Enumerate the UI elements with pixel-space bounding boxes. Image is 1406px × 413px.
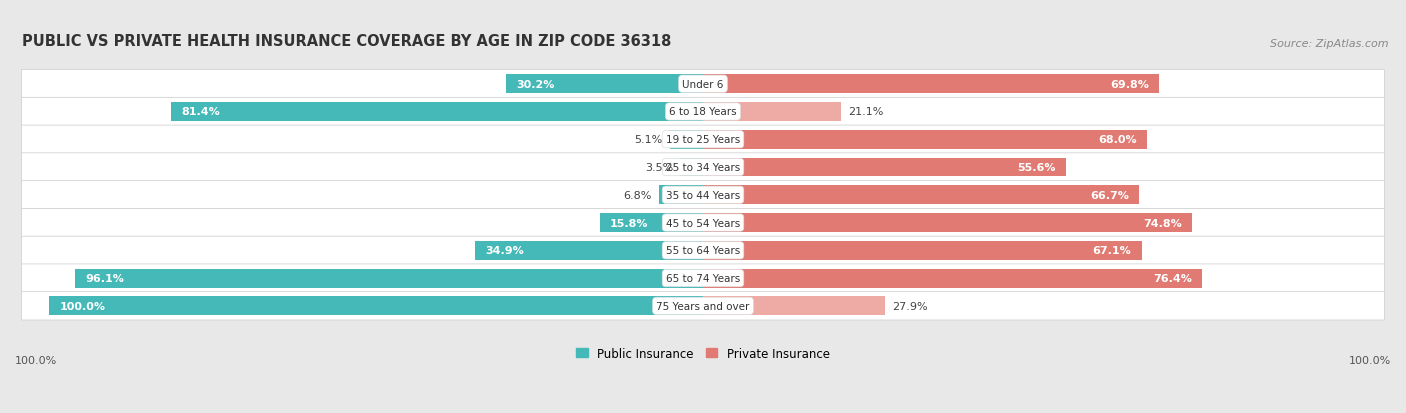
Bar <box>658 186 703 205</box>
FancyBboxPatch shape <box>21 154 1385 182</box>
Bar <box>506 75 703 94</box>
Text: 6.8%: 6.8% <box>623 190 651 200</box>
Bar <box>475 241 703 260</box>
Text: 100.0%: 100.0% <box>59 301 105 311</box>
Text: 100.0%: 100.0% <box>15 355 58 365</box>
Text: Under 6: Under 6 <box>682 80 724 90</box>
FancyBboxPatch shape <box>21 98 1385 126</box>
Bar <box>703 297 886 316</box>
Bar <box>703 75 1159 94</box>
Text: PUBLIC VS PRIVATE HEALTH INSURANCE COVERAGE BY AGE IN ZIP CODE 36318: PUBLIC VS PRIVATE HEALTH INSURANCE COVER… <box>22 34 671 49</box>
FancyBboxPatch shape <box>21 292 1385 320</box>
Bar <box>600 214 703 233</box>
Text: 27.9%: 27.9% <box>893 301 928 311</box>
Text: 96.1%: 96.1% <box>86 273 124 283</box>
Text: 55 to 64 Years: 55 to 64 Years <box>666 246 740 256</box>
FancyBboxPatch shape <box>21 264 1385 292</box>
Text: 74.8%: 74.8% <box>1143 218 1181 228</box>
Text: 76.4%: 76.4% <box>1153 273 1192 283</box>
Bar <box>703 186 1139 205</box>
Bar <box>172 103 703 121</box>
FancyBboxPatch shape <box>21 209 1385 237</box>
Bar <box>49 297 703 316</box>
Bar <box>703 214 1192 233</box>
Text: 15.8%: 15.8% <box>610 218 648 228</box>
Text: 75 Years and over: 75 Years and over <box>657 301 749 311</box>
Text: 100.0%: 100.0% <box>1348 355 1391 365</box>
Text: 67.1%: 67.1% <box>1092 246 1132 256</box>
Text: 3.5%: 3.5% <box>645 163 673 173</box>
Text: 55.6%: 55.6% <box>1018 163 1056 173</box>
Bar <box>681 158 703 177</box>
Text: 5.1%: 5.1% <box>634 135 662 145</box>
Bar <box>669 131 703 150</box>
Bar <box>703 103 841 121</box>
Text: 35 to 44 Years: 35 to 44 Years <box>666 190 740 200</box>
Bar <box>703 131 1147 150</box>
Bar <box>703 241 1142 260</box>
Text: 45 to 54 Years: 45 to 54 Years <box>666 218 740 228</box>
Text: 81.4%: 81.4% <box>181 107 221 117</box>
Text: 21.1%: 21.1% <box>848 107 883 117</box>
Text: 30.2%: 30.2% <box>516 80 554 90</box>
FancyBboxPatch shape <box>21 126 1385 154</box>
Text: 65 to 74 Years: 65 to 74 Years <box>666 273 740 283</box>
Legend: Public Insurance, Private Insurance: Public Insurance, Private Insurance <box>571 342 835 365</box>
Bar <box>703 158 1066 177</box>
Text: Source: ZipAtlas.com: Source: ZipAtlas.com <box>1270 39 1388 49</box>
FancyBboxPatch shape <box>21 70 1385 99</box>
Text: 66.7%: 66.7% <box>1090 190 1129 200</box>
Bar <box>703 269 1202 288</box>
Text: 69.8%: 69.8% <box>1109 80 1149 90</box>
FancyBboxPatch shape <box>21 237 1385 265</box>
Text: 68.0%: 68.0% <box>1098 135 1137 145</box>
Text: 34.9%: 34.9% <box>485 246 524 256</box>
FancyBboxPatch shape <box>21 181 1385 209</box>
Bar <box>75 269 703 288</box>
Text: 6 to 18 Years: 6 to 18 Years <box>669 107 737 117</box>
Text: 25 to 34 Years: 25 to 34 Years <box>666 163 740 173</box>
Text: 19 to 25 Years: 19 to 25 Years <box>666 135 740 145</box>
